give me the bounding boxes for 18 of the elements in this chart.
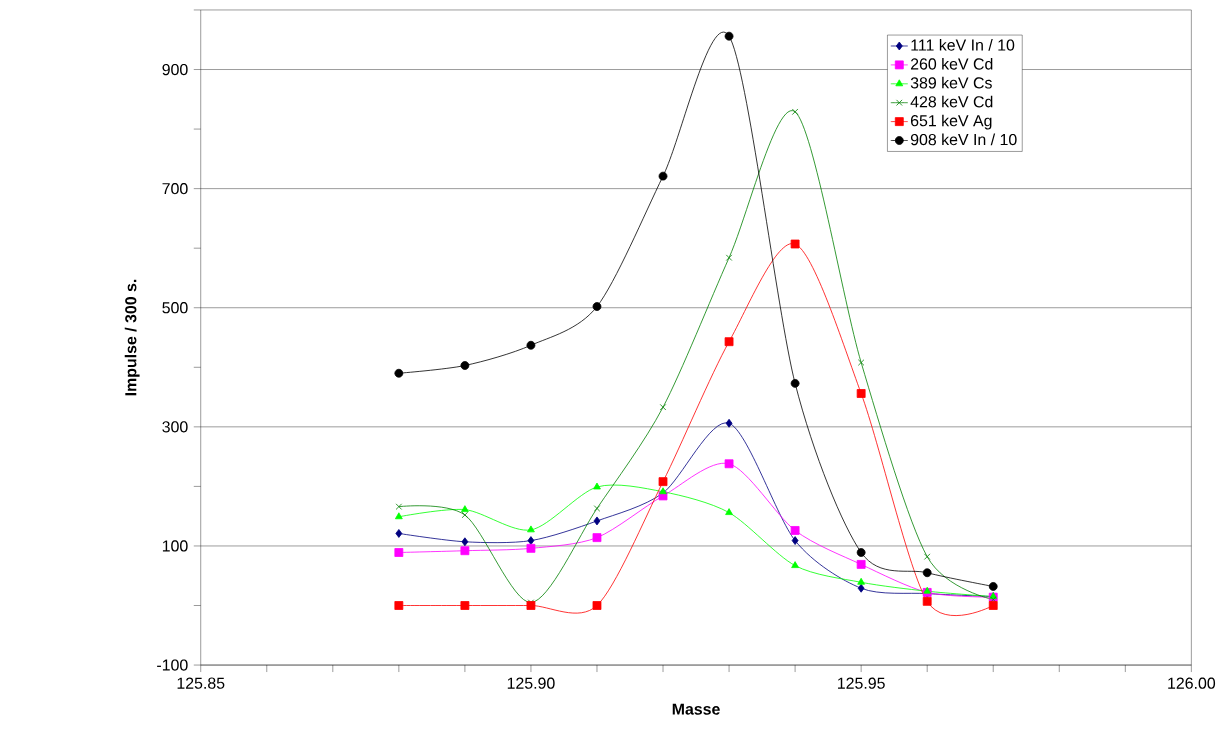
x-tick-label: 125.95 [838,677,885,689]
legend-label: 260 keV Cd [910,57,993,70]
legend-label: 389 keV Cs [910,76,992,89]
y-tick-label: 100 [162,540,188,552]
x-tick-label: 126.00 [1168,677,1216,689]
legend-label: 908 keV In / 10 [910,133,1017,146]
legend-label: 651 keV Ag [910,114,992,130]
y-tick-label: 500 [162,302,188,314]
y-tick-label: 300 [162,421,188,433]
legend-label: 428 keV Cd [910,95,993,108]
y-axis-title: Impulse / 300 s. [124,279,140,396]
y-tick-label: 900 [162,63,188,76]
y-tick-label: 700 [162,183,188,195]
legend-label: 111 keV In / 10 [911,39,1015,51]
x-axis-title: Masse [672,703,720,715]
x-tick-label: 125.90 [507,677,555,689]
x-tick-label: 125.85 [177,677,225,689]
y-tick-label: -100 [157,659,188,671]
